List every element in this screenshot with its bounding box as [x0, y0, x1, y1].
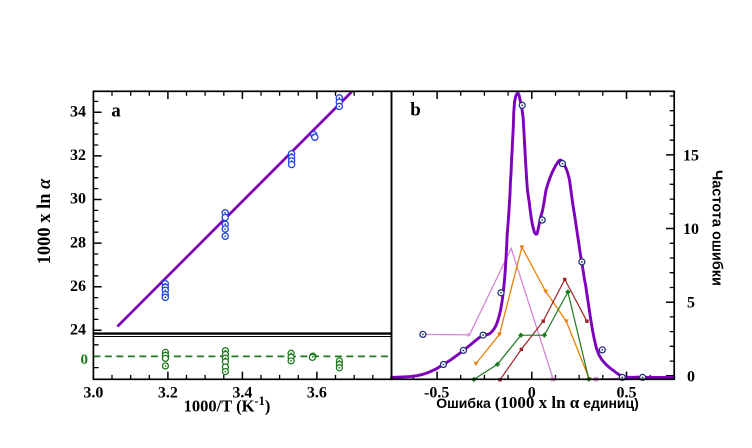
svg-text:1000/T (K-1): 1000/T (K-1) — [184, 394, 271, 416]
svg-text:Частота ошибки: Частота ошибки — [709, 170, 725, 286]
svg-text:24: 24 — [70, 322, 86, 339]
svg-text:1000 x ln α: 1000 x ln α — [35, 178, 55, 265]
svg-text:3.6: 3.6 — [307, 385, 327, 402]
svg-text:Ошибка (1000 x ln α единиц): Ошибка (1000 x ln α единиц) — [436, 393, 639, 412]
svg-text:26: 26 — [70, 278, 86, 295]
svg-text:5: 5 — [687, 295, 695, 312]
svg-text:3.4: 3.4 — [232, 385, 252, 402]
svg-text:30: 30 — [70, 191, 86, 208]
svg-text:3.0: 3.0 — [83, 385, 103, 402]
svg-text:0: 0 — [687, 368, 695, 385]
svg-text:34: 34 — [70, 104, 86, 121]
svg-text:32: 32 — [70, 147, 86, 164]
svg-text:0: 0 — [81, 352, 89, 368]
svg-text:0: 0 — [528, 385, 536, 402]
svg-text:a: a — [111, 101, 121, 122]
svg-text:-0.5: -0.5 — [424, 385, 449, 402]
svg-text:b: b — [410, 100, 421, 121]
svg-text:10: 10 — [683, 221, 699, 238]
svg-text:28: 28 — [70, 234, 86, 251]
svg-text:15: 15 — [683, 147, 699, 164]
svg-text:3.2: 3.2 — [158, 385, 178, 402]
svg-text:0.5: 0.5 — [617, 385, 637, 402]
